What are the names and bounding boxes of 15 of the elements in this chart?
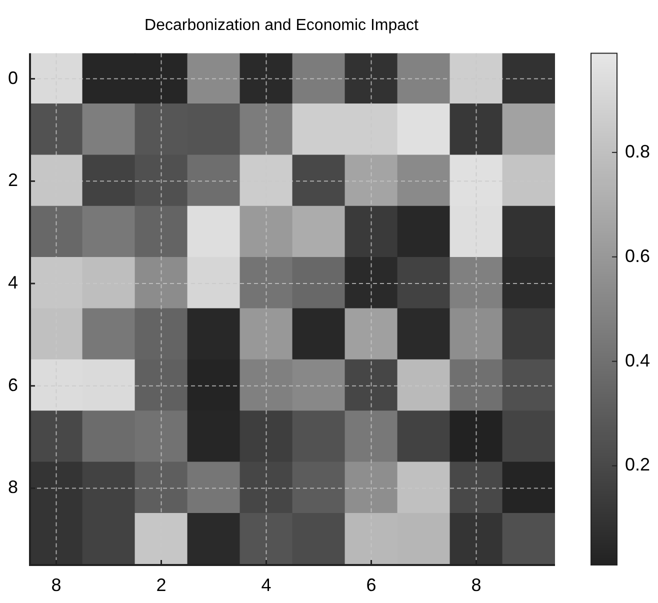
color-bar-label: 0.8 [625,141,650,162]
x-tick-label: 8 [51,574,62,595]
y-tick-label: 8 [8,477,18,498]
x-tick-label: 6 [366,574,376,595]
x-tick-label: 8 [471,574,482,595]
color-bar-label: 0.2 [625,454,650,475]
y-tick-label: 0 [8,68,18,88]
color-bar-label: 0.6 [625,246,650,266]
color-bar-label: 0.4 [625,350,650,370]
y-tick-label: 6 [8,374,18,395]
y-tick-label: 4 [8,272,18,292]
chart-title: Decarbonization and Economic Impact [144,17,420,34]
y-tick-label: 2 [8,170,18,190]
x-tick-label: 2 [156,574,166,595]
x-tick-label: 4 [261,574,272,595]
